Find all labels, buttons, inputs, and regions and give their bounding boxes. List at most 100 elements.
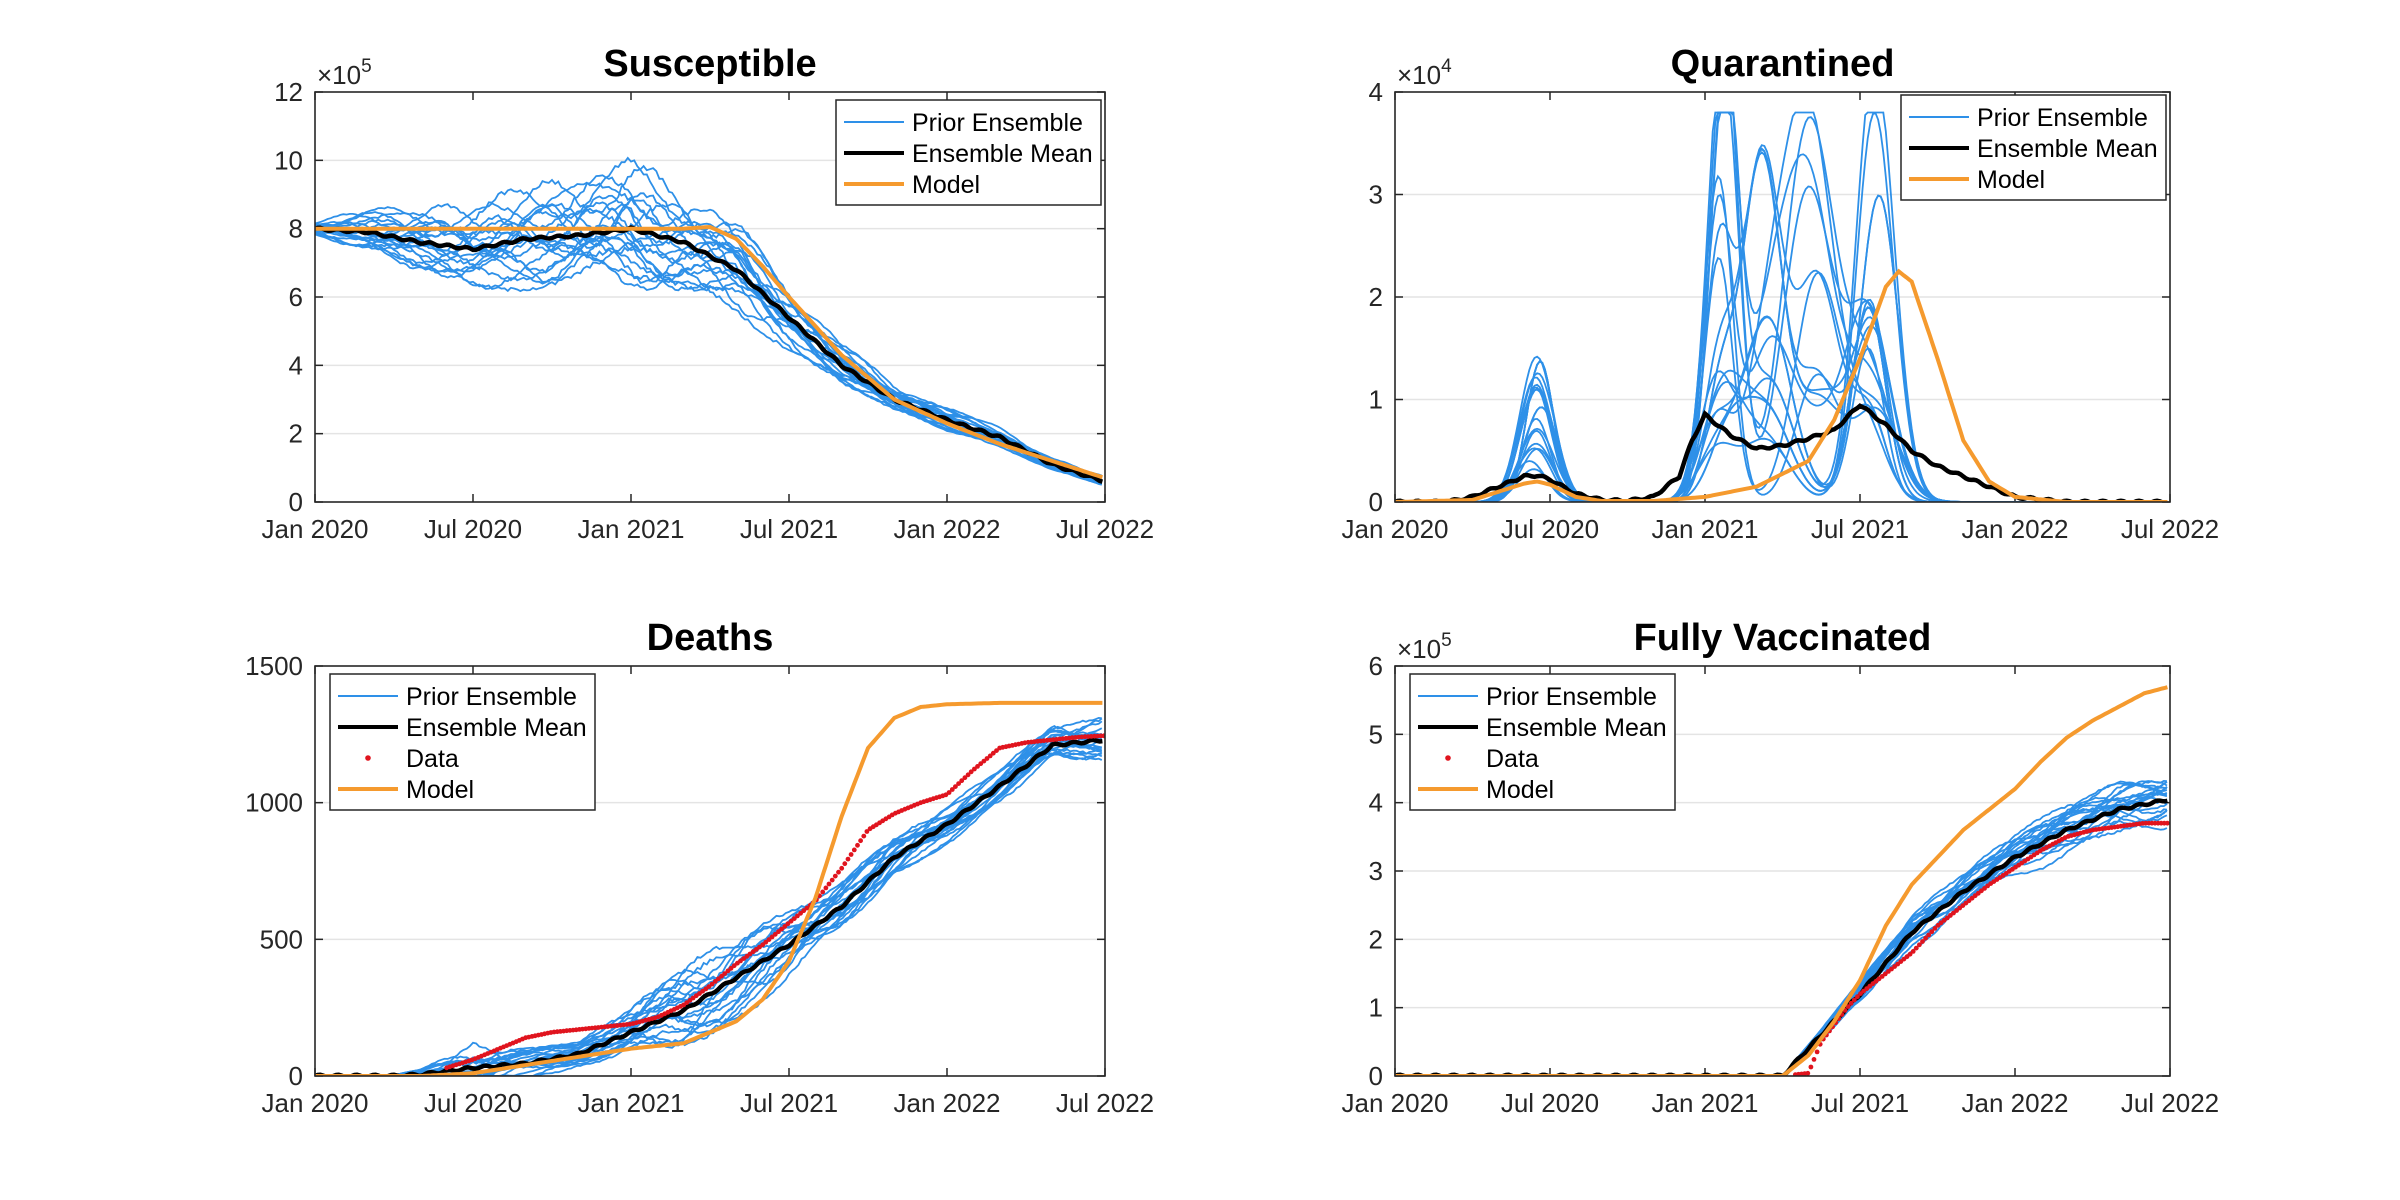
y-tick-label: 8	[289, 214, 303, 244]
panel-susceptible: 0 2 4 6 8 10 12 Jan 2020 Jul 2020 Jan 2021 Jul 202…	[262, 43, 1155, 544]
data-point	[839, 865, 845, 871]
data-point	[2165, 820, 2170, 826]
y-tick-label: 10	[274, 145, 303, 175]
data-point	[965, 772, 971, 778]
x-tick-label: Jul 2020	[1501, 1088, 1599, 1118]
data-point	[1920, 939, 1925, 944]
prior-ensemble-line	[1395, 111, 2168, 502]
axes-box	[314, 665, 1106, 1077]
data-point	[956, 781, 961, 786]
prior-ensemble-line	[315, 748, 1103, 1076]
y-tick-label: 0	[289, 487, 303, 517]
prior-ensemble-line	[1395, 782, 2168, 1076]
legend-label: Model	[1977, 166, 2045, 194]
legend: Prior Ensemble Ensemble Mean Model	[835, 99, 1102, 206]
y-tick-label: 2	[1369, 282, 1383, 312]
axes-box	[1394, 665, 2171, 1077]
panel-fully-vaccinated: 0 1 2 3 4 5 6 Jan 2020 Jul 2020 Jan 2021 Jul 2021 J…	[1342, 617, 2220, 1118]
y-tick-label: 1	[1369, 385, 1383, 415]
x-tick-label: Jul 2022	[1056, 1088, 1154, 1118]
data-point	[962, 775, 968, 781]
prior-ensemble-line	[1395, 780, 2168, 1076]
legend-label: Ensemble Mean	[1486, 714, 1667, 742]
data-point	[864, 829, 870, 834]
legend-label: Data	[1486, 745, 1539, 773]
data-point	[1907, 951, 1913, 957]
prior-ensemble-line	[315, 727, 1103, 1076]
x-tick-label: Jan 2021	[1652, 514, 1759, 544]
prior-ensemble-line	[315, 181, 1103, 478]
ensemble-mean-line	[315, 225, 1104, 484]
data-point	[861, 833, 867, 839]
plot-lines	[315, 700, 1105, 1076]
y-tick-label: 0	[1369, 1061, 1383, 1091]
y-tick-label: 4	[289, 350, 303, 380]
prior-ensemble-line	[1395, 803, 2168, 1076]
data-point	[978, 761, 984, 767]
prior-ensemble-line	[1395, 111, 2168, 502]
data-point	[785, 921, 791, 927]
data-point	[1808, 1064, 1814, 1070]
data-point	[984, 756, 990, 761]
x-tick-label: Jan 2022	[1962, 1088, 2069, 1118]
data-point	[709, 981, 715, 987]
data-point	[722, 971, 728, 976]
y-tick-label: 1000	[245, 788, 303, 818]
prior-ensemble-line	[1395, 786, 2168, 1076]
prior-ensemble-line	[1395, 781, 2168, 1076]
x-tick-label: Jan 2021	[1652, 1088, 1759, 1118]
model-line	[1395, 685, 2168, 1076]
data-point	[1923, 935, 1928, 941]
x-tick-label: Jan 2020	[1342, 514, 1449, 544]
plot-lines	[1395, 685, 2170, 1076]
data-point	[1932, 926, 1938, 931]
prior-ensemble-line	[1395, 820, 2168, 1076]
y-tick-label: 500	[260, 924, 303, 954]
y-tick-label: 1500	[245, 651, 303, 681]
x-tick-label: Jul 2020	[424, 1088, 522, 1118]
x-tick-label: Jul 2022	[1056, 514, 1154, 544]
prior-ensemble-line	[1395, 779, 2167, 1076]
data-point	[801, 908, 807, 914]
prior-ensemble-line	[1395, 809, 2168, 1076]
model-line	[1395, 268, 2168, 502]
legend-label: Ensemble Mean	[912, 140, 1093, 168]
legend-label: Prior Ensemble	[1977, 104, 2148, 132]
data-point	[848, 852, 854, 857]
prior-ensemble-line	[1395, 193, 2168, 502]
x-tick-label: Jul 2021	[1811, 1088, 1909, 1118]
data-point	[804, 905, 810, 911]
prior-ensemble-line	[1395, 780, 2168, 1076]
data-point	[769, 934, 775, 940]
x-tick-label: Jul 2021	[740, 1088, 838, 1118]
legend-data-marker	[1445, 755, 1451, 761]
y-tick-label: 3	[1369, 180, 1383, 210]
y-tick-label: 4	[1369, 77, 1383, 107]
prior-ensemble-line	[1395, 306, 2168, 502]
data-point	[1811, 1057, 1817, 1062]
x-tick-label: Jul 2020	[1501, 514, 1599, 544]
x-tick-label: Jan 2021	[578, 514, 685, 544]
data-point	[1855, 994, 1860, 1000]
y-tick-label: 6	[1369, 651, 1383, 681]
axes-box	[314, 91, 1106, 503]
legend-label: Model	[406, 776, 474, 804]
y-tick-label: 0	[289, 1061, 303, 1091]
data-point	[779, 926, 784, 932]
y-tick-label: 6	[289, 282, 303, 312]
data-point	[959, 778, 965, 784]
y-tick-label: 0	[1369, 487, 1383, 517]
x-tick-label: Jan 2022	[1962, 514, 2069, 544]
x-tick-label: Jan 2020	[262, 1088, 369, 1118]
x-tick-label: Jan 2022	[894, 514, 1001, 544]
data-point	[795, 913, 800, 919]
y-tick-label: 5	[1369, 719, 1383, 749]
data-point	[975, 764, 980, 769]
data-point	[987, 753, 993, 759]
data-point	[820, 889, 826, 895]
data-point	[990, 750, 996, 756]
data-point	[725, 968, 731, 974]
chart-title: Susceptible	[603, 43, 816, 85]
x-tick-label: Jan 2020	[1342, 1088, 1449, 1118]
data-point	[1848, 1000, 1854, 1006]
